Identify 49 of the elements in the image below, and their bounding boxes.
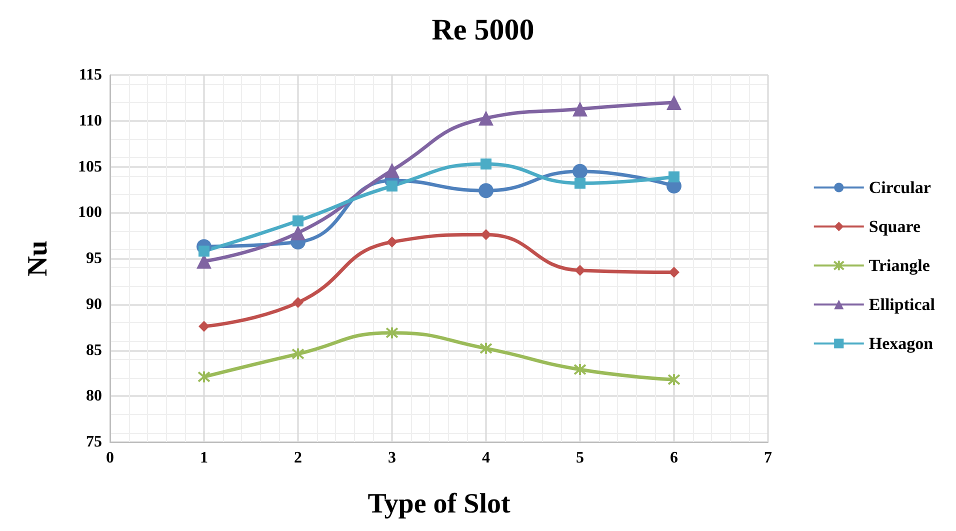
- x-tick-label: 1: [200, 450, 208, 466]
- y-axis-title: Nu: [22, 240, 54, 276]
- chart-title: Re 5000: [432, 14, 534, 46]
- point: [574, 363, 586, 376]
- y-tick-label: 115: [78, 66, 102, 84]
- x-tick-label: 5: [576, 450, 584, 466]
- x-tick-label: 0: [106, 450, 114, 466]
- legend-label: Hexagon: [868, 334, 934, 353]
- x-tick-label: 7: [764, 450, 772, 466]
- point: [292, 347, 304, 360]
- point: [668, 373, 680, 386]
- point: [668, 266, 680, 278]
- point: [480, 229, 492, 240]
- point: [574, 178, 586, 189]
- x-tick-label: 3: [388, 450, 396, 466]
- y-tick-label: 105: [78, 158, 102, 176]
- point: [668, 171, 680, 182]
- point: [384, 162, 400, 178]
- y-tick-label: 80: [86, 388, 102, 405]
- point: [198, 370, 210, 384]
- legend-label: Square: [868, 217, 921, 236]
- x-tick-label: 4: [482, 450, 490, 466]
- y-tick-label: 110: [78, 112, 102, 130]
- point: [572, 164, 588, 179]
- point: [386, 236, 398, 248]
- point: [480, 158, 492, 170]
- x-tick-label: 2: [294, 450, 302, 466]
- point: [478, 110, 494, 126]
- y-tick-label: 75: [86, 434, 102, 450]
- legend-label: Elliptical: [868, 295, 936, 314]
- point: [478, 183, 494, 198]
- point: [292, 297, 304, 308]
- point: [198, 320, 210, 332]
- x-tick-label: 6: [670, 450, 678, 466]
- legend-label: Triangle: [868, 256, 930, 275]
- point: [480, 342, 492, 355]
- y-tick-label: 95: [86, 250, 102, 267]
- legend-label: Circular: [868, 178, 932, 197]
- point: [386, 326, 398, 340]
- point: [290, 225, 306, 240]
- point: [386, 180, 398, 192]
- y-tick-label: 90: [86, 296, 102, 313]
- point: [574, 264, 586, 276]
- x-axis-title: Type of Slot: [368, 488, 511, 520]
- point: [292, 215, 304, 226]
- y-tick-label: 100: [78, 204, 102, 222]
- y-tick-label: 85: [86, 342, 102, 359]
- point: [666, 95, 682, 110]
- point: [572, 101, 588, 116]
